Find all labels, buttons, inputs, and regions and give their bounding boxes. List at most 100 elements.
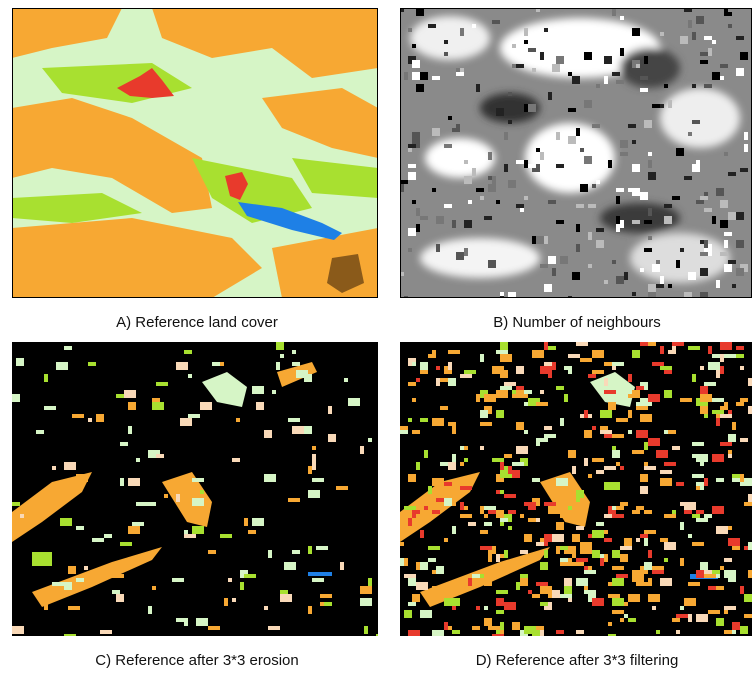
pixel xyxy=(652,362,664,366)
pixel xyxy=(344,378,348,382)
pixel xyxy=(540,538,544,542)
pixel xyxy=(608,594,620,598)
pixel xyxy=(728,172,736,176)
pixel xyxy=(536,518,540,522)
pixel xyxy=(644,56,648,64)
pixel xyxy=(448,362,452,370)
pixel xyxy=(192,526,204,534)
pixel xyxy=(176,618,188,622)
pixel xyxy=(516,64,524,68)
pixel xyxy=(192,498,204,506)
pixel xyxy=(632,220,640,224)
pixel xyxy=(524,196,528,200)
pixel xyxy=(412,72,420,80)
pixel xyxy=(360,446,364,454)
pixel xyxy=(200,402,212,410)
pixel xyxy=(252,518,264,526)
pixel xyxy=(476,394,480,402)
pixel xyxy=(608,582,612,586)
pixel xyxy=(416,8,424,16)
pixel xyxy=(640,192,648,200)
pixel xyxy=(544,342,548,350)
pixel xyxy=(232,458,240,462)
pixel xyxy=(676,614,688,618)
pixel xyxy=(696,614,708,622)
pixel xyxy=(728,260,736,264)
pixel xyxy=(416,510,420,514)
pixel xyxy=(664,216,672,224)
pixel xyxy=(688,272,696,280)
land-patch xyxy=(32,552,52,566)
pixel xyxy=(616,80,624,84)
pixel xyxy=(504,602,516,610)
pixel xyxy=(688,614,692,622)
pixel xyxy=(720,200,728,208)
pixel xyxy=(488,152,492,160)
pixel xyxy=(716,586,724,590)
pixel xyxy=(328,406,332,414)
pixel xyxy=(408,418,412,422)
pixel xyxy=(408,602,416,606)
pixel xyxy=(572,272,580,280)
pixel xyxy=(480,410,488,418)
pixel xyxy=(576,224,580,232)
pixel xyxy=(416,224,420,232)
pixel xyxy=(712,570,720,574)
pixel xyxy=(552,44,560,48)
pixel xyxy=(576,244,580,252)
pixel xyxy=(748,406,752,414)
pixel xyxy=(556,478,568,486)
pixel xyxy=(76,474,88,482)
pixel xyxy=(568,72,572,76)
pixel xyxy=(588,374,596,378)
pixel xyxy=(420,530,424,538)
pixel xyxy=(464,176,468,184)
pixel xyxy=(408,382,416,386)
pixel xyxy=(588,264,592,268)
pixel xyxy=(604,280,608,284)
pixel xyxy=(648,394,660,402)
pixel xyxy=(444,52,448,56)
pixel xyxy=(468,176,472,184)
pixel xyxy=(516,446,528,454)
pixel xyxy=(660,366,672,370)
pixel xyxy=(560,558,568,562)
pixel xyxy=(520,550,528,554)
pixel xyxy=(164,494,168,498)
blob xyxy=(660,88,740,148)
pixel xyxy=(468,200,472,204)
pixel xyxy=(312,578,324,582)
pixel xyxy=(44,602,48,610)
pixel xyxy=(412,362,416,366)
pixel xyxy=(460,462,464,466)
pixel xyxy=(496,598,504,606)
pixel xyxy=(128,478,140,486)
pixel xyxy=(584,590,596,594)
pixel xyxy=(376,634,378,636)
pixel xyxy=(748,494,752,502)
pixel xyxy=(408,248,412,252)
pixel xyxy=(704,382,716,386)
pixel xyxy=(480,446,484,450)
pixel xyxy=(616,216,620,224)
pixel xyxy=(248,530,256,534)
pixel xyxy=(496,350,508,354)
figure: A) Reference land cover B) Number of nei… xyxy=(0,0,752,681)
pixel xyxy=(484,506,496,510)
pixel xyxy=(692,514,700,518)
pixel xyxy=(532,68,536,72)
pixel xyxy=(532,350,544,358)
pixel xyxy=(560,594,572,598)
pixel xyxy=(744,594,752,602)
pixel xyxy=(404,72,408,80)
pixel xyxy=(296,370,308,378)
pixel xyxy=(708,586,716,590)
pixel xyxy=(520,578,528,586)
pixel xyxy=(660,478,672,486)
pixel xyxy=(724,610,728,614)
pixel xyxy=(628,124,636,128)
pixel xyxy=(584,410,588,418)
pixel xyxy=(484,618,492,626)
pixel xyxy=(292,350,296,354)
land-cover-map xyxy=(12,8,378,298)
